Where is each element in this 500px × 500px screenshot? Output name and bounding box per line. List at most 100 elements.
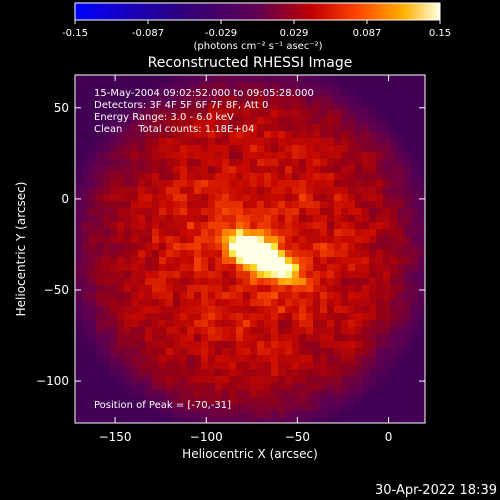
heatmap-cell: [117, 82, 125, 90]
heatmap-cell: [117, 306, 125, 314]
heatmap-cell: [201, 166, 209, 174]
heatmap-cell: [369, 327, 377, 335]
heatmap-cell: [229, 278, 237, 286]
heatmap-cell: [201, 418, 209, 423]
heatmap-cell: [187, 180, 195, 188]
heatmap-cell: [131, 334, 139, 342]
heatmap-cell: [390, 341, 398, 349]
heatmap-cell: [278, 229, 286, 237]
heatmap-cell: [194, 285, 202, 293]
heatmap-cell: [138, 376, 146, 384]
heatmap-cell: [215, 278, 223, 286]
heatmap-cell: [299, 166, 307, 174]
heatmap-cell: [348, 117, 356, 125]
heatmap-cell: [110, 173, 118, 181]
heatmap-cell: [103, 313, 111, 321]
heatmap-cell: [159, 138, 167, 146]
heatmap-cell: [362, 159, 370, 167]
heatmap-cell: [124, 159, 132, 167]
heatmap-cell: [173, 180, 181, 188]
heatmap-cell: [75, 159, 83, 167]
heatmap-cell: [264, 397, 272, 405]
heatmap-cell: [334, 208, 342, 216]
heatmap-cell: [327, 173, 335, 181]
heatmap-cell: [306, 103, 314, 111]
heatmap-cell: [117, 173, 125, 181]
heatmap-cell: [355, 187, 363, 195]
heatmap-cell: [397, 397, 405, 405]
heatmap-cell: [124, 208, 132, 216]
heatmap-cell: [152, 215, 160, 223]
heatmap-cell: [159, 131, 167, 139]
heatmap-cell: [103, 124, 111, 132]
heatmap-cell: [117, 159, 125, 167]
heatmap-cell: [75, 166, 83, 174]
heatmap-cell: [264, 194, 272, 202]
heatmap-cell: [152, 131, 160, 139]
heatmap-cell: [138, 187, 146, 195]
heatmap-cell: [110, 82, 118, 90]
heatmap-cell: [236, 194, 244, 202]
heatmap-cell: [292, 299, 300, 307]
heatmap-cell: [264, 362, 272, 370]
heatmap-cell: [96, 117, 104, 125]
heatmap-cell: [159, 313, 167, 321]
heatmap-cell: [159, 320, 167, 328]
heatmap-cell: [306, 222, 314, 230]
heatmap-cell: [299, 327, 307, 335]
heatmap-cell: [124, 180, 132, 188]
heatmap-cell: [362, 320, 370, 328]
heatmap-cell: [166, 285, 174, 293]
heatmap-cell: [131, 390, 139, 398]
heatmap-cell: [320, 89, 328, 97]
heatmap-cell: [152, 334, 160, 342]
heatmap-cell: [327, 82, 335, 90]
heatmap-cell: [243, 418, 251, 423]
heatmap-cell: [180, 341, 188, 349]
heatmap-cell: [215, 117, 223, 125]
heatmap-cell: [124, 229, 132, 237]
heatmap-cell: [397, 369, 405, 377]
heatmap-cell: [152, 313, 160, 321]
heatmap-cell: [131, 131, 139, 139]
heatmap-cell: [215, 208, 223, 216]
heatmap-cell: [418, 327, 425, 335]
heatmap-cell: [103, 369, 111, 377]
heatmap-cell: [278, 397, 286, 405]
heatmap-cell: [264, 166, 272, 174]
heatmap-cell: [285, 404, 293, 412]
heatmap-cell: [96, 229, 104, 237]
heatmap-cell: [271, 327, 279, 335]
heatmap-cell: [117, 187, 125, 195]
heatmap-cell: [222, 411, 230, 419]
heatmap-cell: [201, 89, 209, 97]
heatmap-cell: [75, 201, 83, 209]
heatmap-cell: [75, 411, 83, 419]
heatmap-cell: [383, 89, 391, 97]
heatmap-cell: [82, 236, 90, 244]
heatmap-cell: [229, 166, 237, 174]
heatmap-cell: [180, 327, 188, 335]
heatmap-cell: [383, 215, 391, 223]
heatmap-cell: [376, 313, 384, 321]
heatmap-cell: [257, 110, 265, 118]
heatmap-cell: [376, 194, 384, 202]
heatmap-cell: [320, 264, 328, 272]
heatmap-cell: [348, 243, 356, 251]
heatmap-cell: [236, 236, 244, 244]
heatmap-cell: [152, 306, 160, 314]
heatmap-cell: [327, 327, 335, 335]
heatmap-cell: [341, 299, 349, 307]
heatmap-cell: [138, 75, 146, 83]
heatmap-cell: [292, 334, 300, 342]
heatmap-cell: [124, 89, 132, 97]
heatmap-cell: [243, 131, 251, 139]
heatmap-cell: [117, 397, 125, 405]
heatmap-cell: [320, 411, 328, 419]
heatmap-cell: [208, 257, 216, 265]
heatmap-cell: [404, 250, 412, 258]
heatmap-cell: [257, 334, 265, 342]
heatmap-cell: [187, 131, 195, 139]
heatmap-cell: [306, 89, 314, 97]
heatmap-cell: [138, 215, 146, 223]
